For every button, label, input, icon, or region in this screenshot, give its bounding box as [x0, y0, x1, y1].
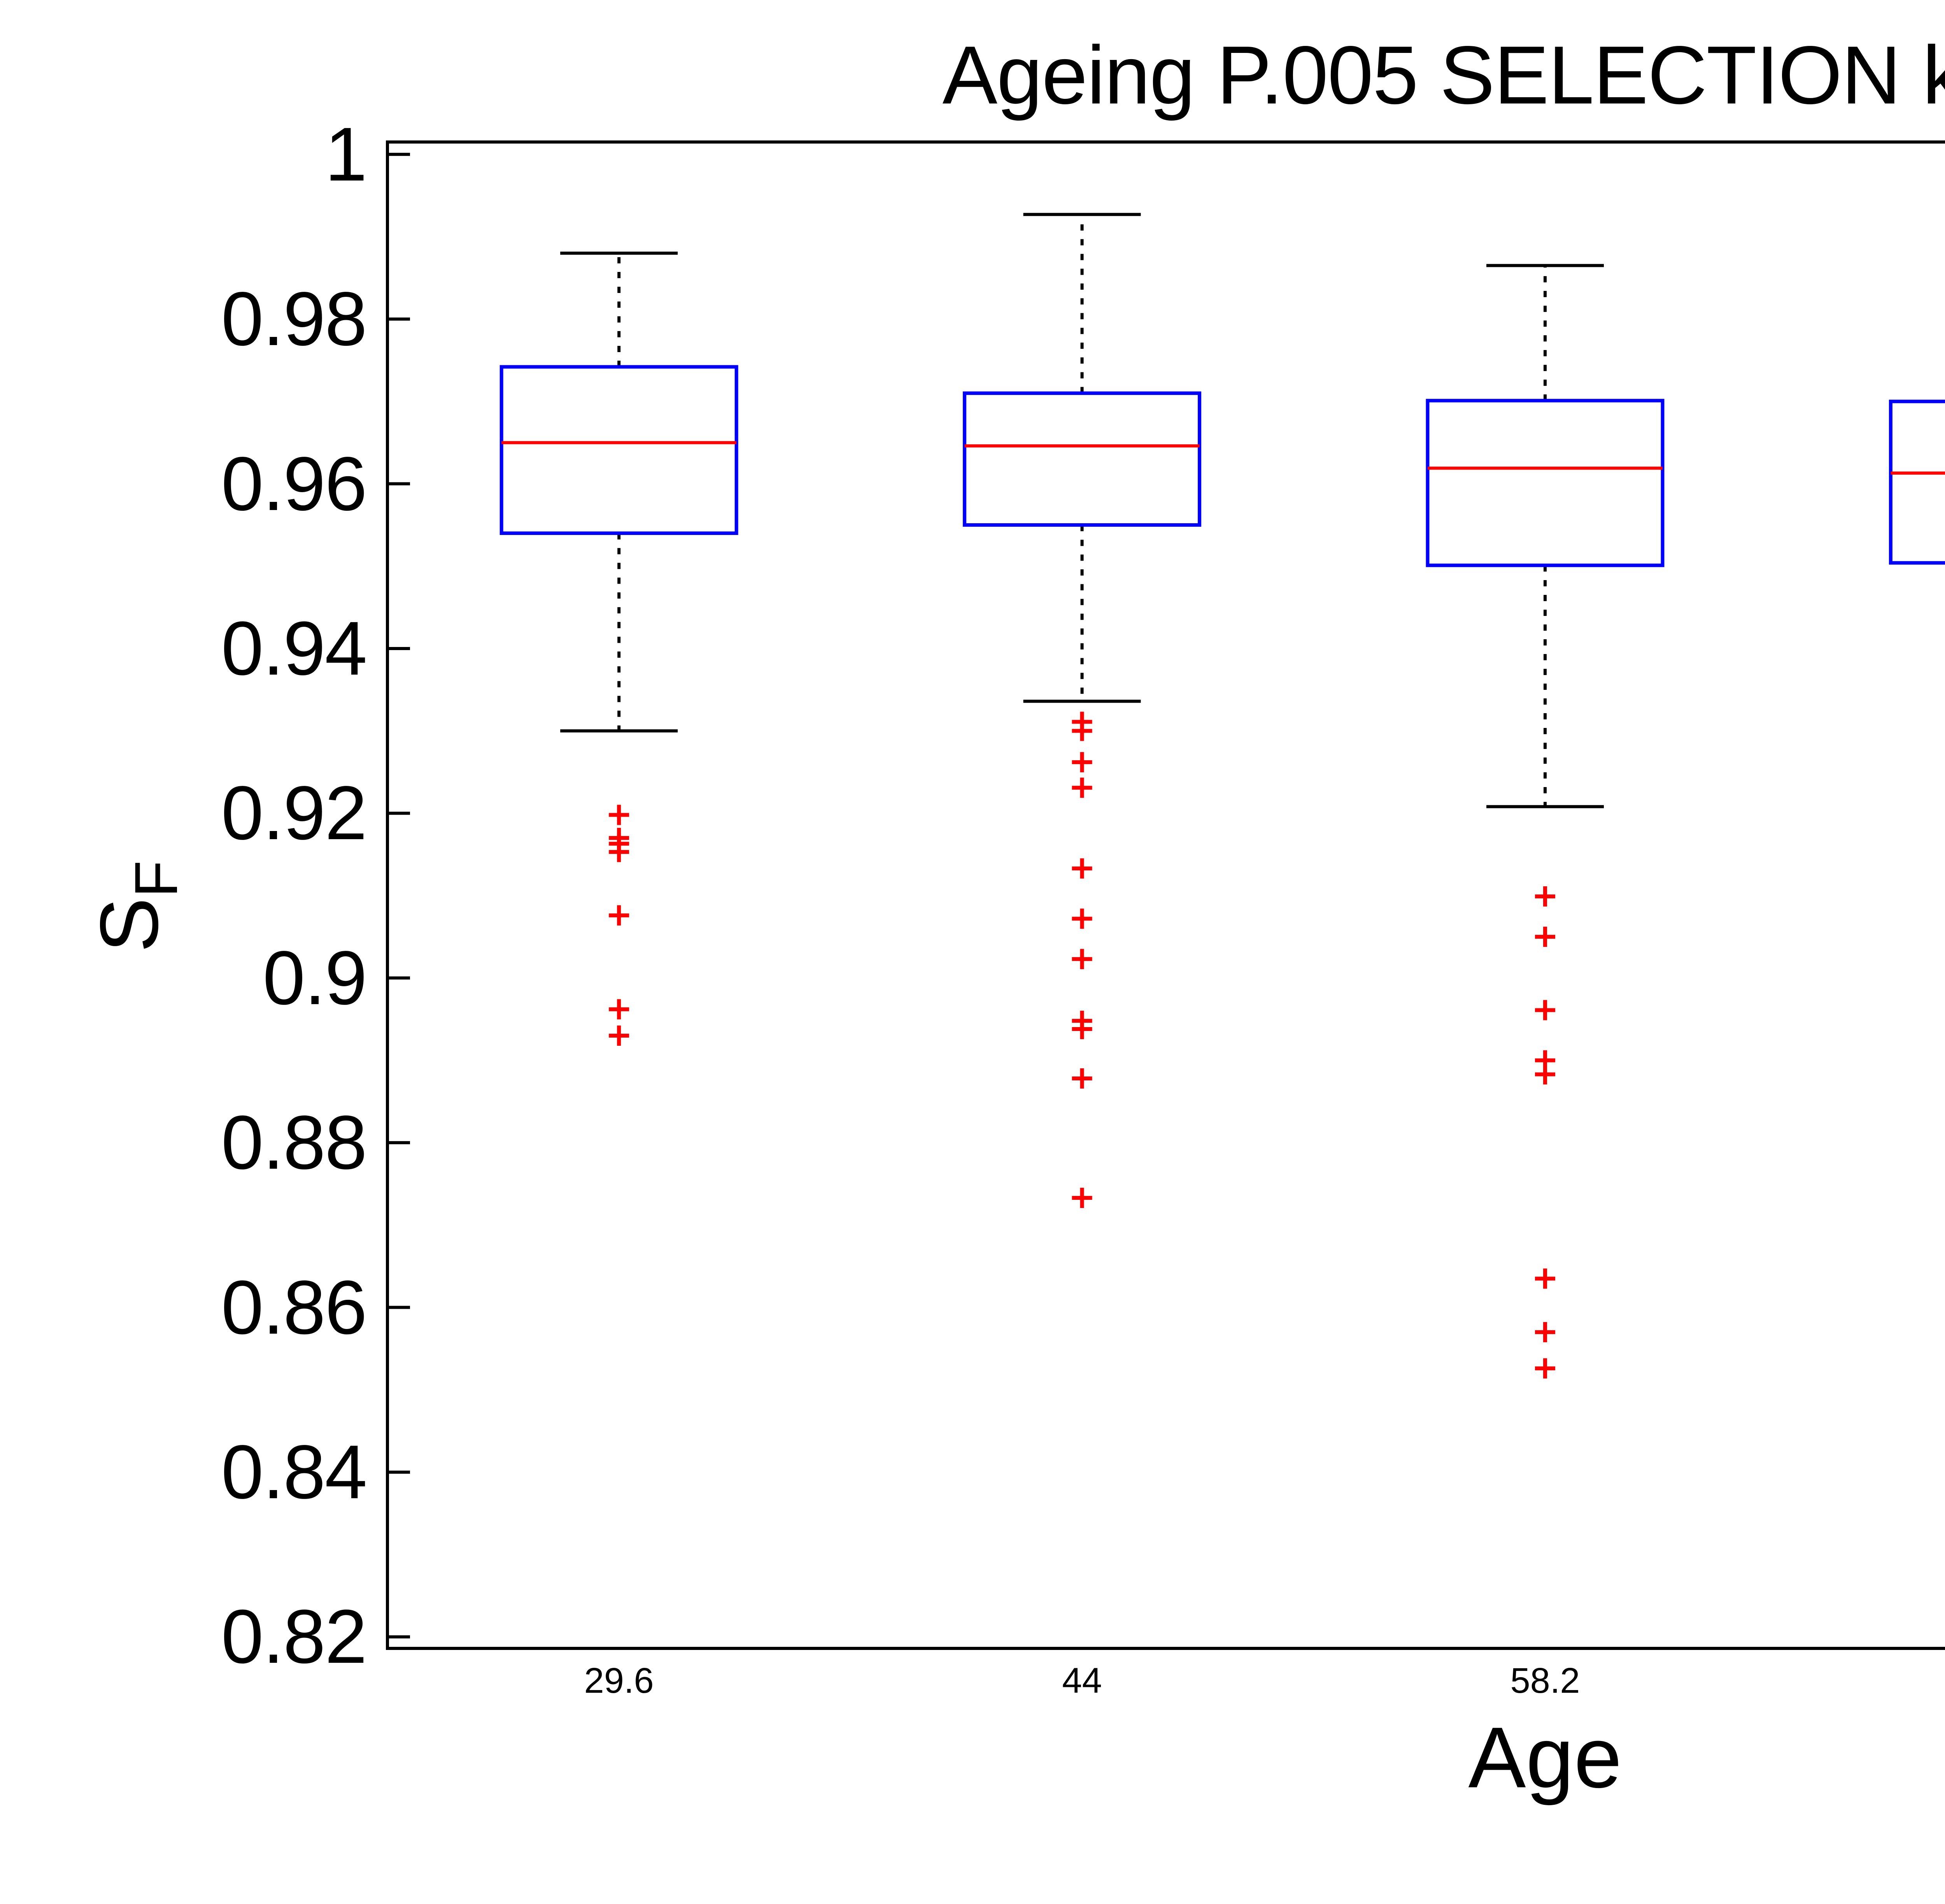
chart-title: Ageing P.005 SELECTION k>=10 — [942, 29, 1945, 121]
y-tick-label: 0.82 — [221, 1594, 367, 1680]
x-tick-label: 29.6 — [584, 1661, 654, 1701]
box — [1426, 399, 1665, 567]
y-tick-label: 0.86 — [221, 1264, 367, 1350]
y-tick-label: 0.9 — [263, 935, 367, 1020]
box — [1889, 400, 1945, 565]
y-tick-label: 0.96 — [221, 441, 367, 526]
y-tick-label: 1 — [324, 111, 367, 197]
y-tick-label: 0.92 — [221, 770, 367, 856]
y-axis-label-subscript: F — [123, 860, 190, 898]
x-tick-label: 58.2 — [1510, 1661, 1580, 1701]
y-tick-label: 0.88 — [221, 1100, 367, 1185]
x-axis-label: Age — [1468, 1709, 1622, 1806]
box — [963, 391, 1202, 527]
box — [499, 365, 738, 535]
y-tick-label: 0.94 — [221, 605, 367, 691]
y-tick-label: 0.84 — [221, 1429, 367, 1515]
plot-frame — [386, 140, 1945, 1650]
x-tick-label: 74.2 — [1884, 1660, 1945, 1701]
y-tick-label: 0.98 — [221, 276, 367, 362]
x-tick-label: 44 — [1062, 1661, 1102, 1701]
